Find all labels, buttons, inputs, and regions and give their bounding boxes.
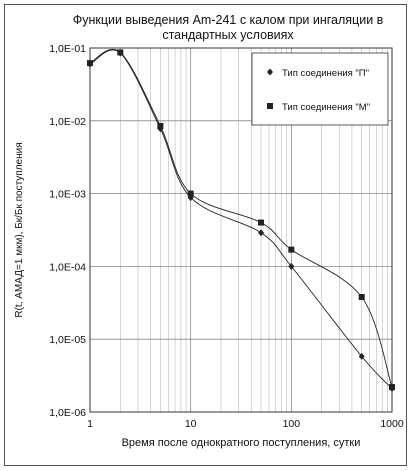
y-tick-label: 1,0E-06 (49, 407, 86, 419)
data-point-square (187, 190, 194, 197)
legend-label: Тип соединения "М" (282, 102, 370, 113)
data-point-square (87, 60, 93, 67)
series-line-1 (89, 49, 393, 389)
data-point-diamond (258, 229, 265, 237)
x-tick-label: 1000 (380, 418, 404, 430)
y-axis-label: R(t, АМАД=1 мкм), Бк/Бк поступления (14, 142, 25, 317)
x-axis-label: Время после однократного поступления, су… (122, 437, 361, 449)
data-point-square (117, 49, 124, 56)
legend: Тип соединения "П" Тип соединения "М" (251, 52, 389, 126)
y-tick-label: 1,0E-01 (49, 43, 86, 55)
data-point-square (258, 219, 265, 226)
data-point-diamond (358, 352, 365, 360)
data-point-diamond (288, 262, 295, 270)
y-tick-label: 1,0E-05 (49, 334, 86, 346)
data-point-square (157, 122, 164, 129)
legend-marker-diamond (267, 68, 273, 76)
x-tick-label: 1 (87, 418, 93, 430)
series-2 (87, 48, 395, 391)
plot-area (89, 47, 393, 413)
chart-title-line-2: стандартных условиях (162, 28, 294, 42)
legend-label: Тип соединения "П" (282, 68, 369, 79)
y-tick-label: 1,0E-04 (49, 261, 86, 273)
data-point-square (288, 246, 295, 253)
x-tick-label: 100 (283, 418, 301, 430)
legend-marker-square (267, 103, 273, 109)
y-tick-label: 1,0E-03 (49, 189, 86, 201)
tick-labels: 1 10 100 1000 1,0E-01 1,0E-02 1,0E-03 1,0E-04 1,… (49, 43, 404, 430)
y-tick-label: 1,0E-02 (49, 116, 86, 128)
legend-box (251, 52, 389, 126)
data-point-square (389, 384, 395, 391)
x-tick-label: 10 (185, 418, 197, 430)
series-group (87, 48, 395, 393)
data-point-square (358, 293, 365, 300)
chart-title-line-1: Функции выведения Am-241 с калом при инг… (73, 13, 384, 27)
